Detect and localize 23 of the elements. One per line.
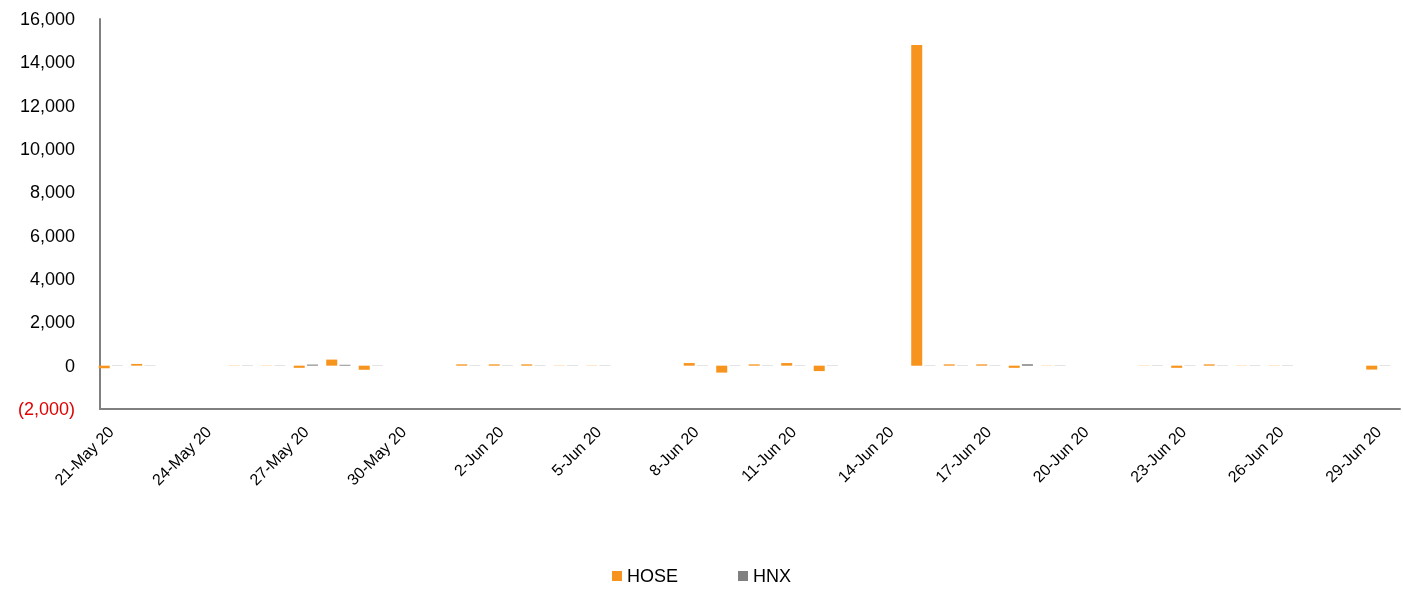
y-tick-label: 16,000 xyxy=(19,9,75,29)
bar xyxy=(293,365,305,368)
legend-label: HNX xyxy=(753,566,792,586)
y-tick-label: 14,000 xyxy=(19,52,75,73)
y-tick-label: 2,000 xyxy=(29,312,75,333)
bar xyxy=(911,45,923,366)
y-tick-label: 12,000 xyxy=(19,95,75,116)
y-tick-label: 10,000 xyxy=(19,139,75,159)
bar xyxy=(326,359,338,366)
y-tick-label: (2,000) xyxy=(17,399,75,419)
bar xyxy=(1366,365,1378,370)
bar xyxy=(1008,365,1020,368)
y-tick-label: 6,000 xyxy=(29,225,75,246)
bar xyxy=(358,365,370,370)
legend-label: HOSE xyxy=(626,566,679,586)
bar xyxy=(716,365,728,373)
bar xyxy=(683,363,695,366)
bar xyxy=(781,363,793,366)
bar xyxy=(1171,365,1183,368)
y-tick-label: 0 xyxy=(64,355,75,376)
y-tick-label: 4,000 xyxy=(29,269,75,289)
y-tick-label: 8,000 xyxy=(29,182,75,203)
bar xyxy=(813,365,825,372)
